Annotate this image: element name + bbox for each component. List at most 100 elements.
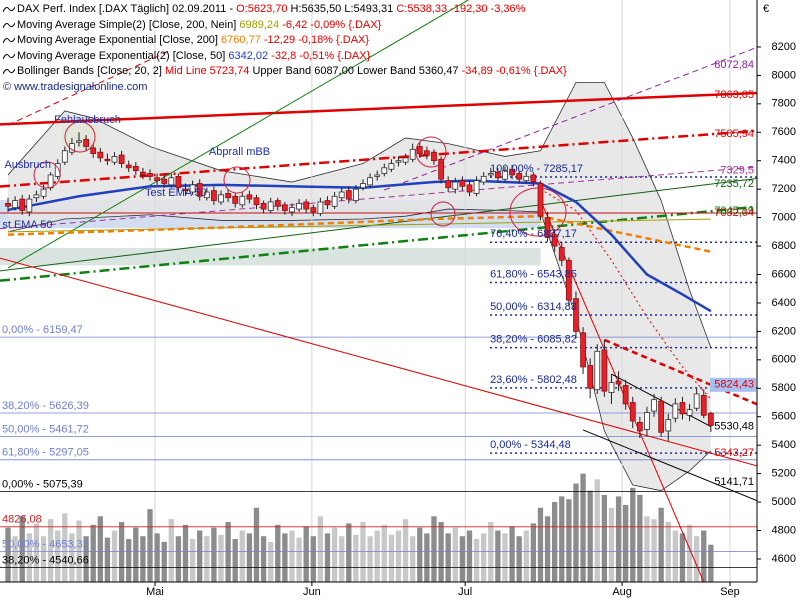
annotation: Fehlausbruch bbox=[54, 114, 121, 126]
level-label: 38,20% - 5626,39 bbox=[2, 400, 89, 412]
volume-bar bbox=[559, 496, 565, 582]
volume-bar bbox=[473, 539, 480, 582]
fib-label: 0,00% - 5344,48 bbox=[490, 439, 571, 451]
trendline bbox=[0, 129, 757, 188]
volume-bar bbox=[104, 537, 111, 582]
candle-body bbox=[5, 202, 11, 207]
volume-bar bbox=[623, 504, 629, 582]
candle-body bbox=[267, 201, 274, 211]
volume-bar bbox=[615, 496, 622, 582]
watermark: © www.tradesignalonline.com bbox=[3, 80, 148, 93]
volume-bar bbox=[693, 536, 700, 582]
candle-body bbox=[700, 394, 707, 416]
legend: DAX Perf. Index [.DAX Täglich] 02.09.201… bbox=[3, 2, 567, 95]
candle-body bbox=[431, 151, 437, 162]
candle-body bbox=[459, 180, 466, 187]
volume-bar bbox=[303, 526, 309, 582]
volume-bar bbox=[566, 499, 572, 582]
legend-text: O:5623,70 bbox=[236, 3, 288, 15]
legend-text: DAX Perf. Index [.DAX Täglich] 02.09.201… bbox=[17, 3, 237, 15]
annotation: Test EMA 50 bbox=[145, 187, 207, 199]
volume-bar bbox=[175, 536, 182, 582]
fib-label: 38,20% - 6085,82 bbox=[490, 334, 577, 346]
candle-body bbox=[423, 150, 430, 156]
candle-body bbox=[502, 170, 508, 180]
volume-bar bbox=[445, 533, 451, 582]
volume-bar bbox=[346, 523, 352, 582]
candle-body bbox=[665, 419, 672, 432]
candle-body bbox=[47, 174, 54, 189]
candle-body bbox=[12, 200, 19, 209]
overlay: 0,00% - 6159,47 38,20% - 5626,39 50,00% - … bbox=[2, 59, 756, 566]
volume-bar bbox=[47, 519, 54, 582]
volume-bar bbox=[69, 533, 75, 582]
volume-bar bbox=[310, 536, 316, 582]
volume-bar bbox=[232, 539, 238, 582]
candle-body bbox=[445, 180, 452, 189]
volume-bar bbox=[126, 539, 132, 582]
candle-body bbox=[353, 188, 359, 201]
zone bbox=[0, 248, 541, 266]
candle-body bbox=[161, 178, 168, 184]
volume-bar bbox=[658, 507, 664, 582]
y-tick-label: 5200 bbox=[772, 468, 796, 480]
candle-body bbox=[168, 177, 175, 186]
legend-entry: Moving Average Exponential [Close, 200] … bbox=[3, 33, 567, 49]
volume-bar bbox=[431, 516, 437, 582]
candle-body bbox=[629, 402, 636, 422]
candle-body bbox=[509, 168, 515, 176]
volume-bar bbox=[395, 530, 402, 582]
candle-body bbox=[644, 412, 650, 430]
volume-bar bbox=[268, 541, 274, 582]
legend-text: 6760,77 bbox=[221, 34, 261, 46]
volume-bar bbox=[33, 523, 40, 582]
volume-bar bbox=[197, 530, 203, 582]
candle-body bbox=[54, 163, 61, 177]
candle-body bbox=[487, 173, 494, 176]
volume-bar bbox=[353, 534, 359, 582]
candle-body bbox=[551, 234, 558, 247]
volume-bar bbox=[637, 494, 643, 582]
x-tick-label: Sep bbox=[720, 586, 740, 598]
y-tick-label: 5800 bbox=[772, 382, 796, 394]
volume-bar bbox=[367, 536, 373, 582]
volume-bar bbox=[523, 530, 529, 582]
trendline bbox=[0, 257, 757, 467]
volume-bar bbox=[388, 534, 395, 582]
volume-bar bbox=[239, 530, 245, 582]
volume-bar bbox=[182, 524, 189, 582]
legend-text: -6,42 -0,09% {.DAX} bbox=[279, 18, 382, 31]
candle-body bbox=[296, 202, 302, 210]
volume-bar bbox=[218, 534, 224, 582]
legend-icon bbox=[3, 69, 15, 75]
candle-body bbox=[317, 201, 324, 214]
volume-bar bbox=[118, 521, 125, 582]
candle-body bbox=[246, 194, 253, 200]
axes: € Mai Jun Jul Aug Sep 4600 4800 5000 5200 5400 560… bbox=[146, 3, 796, 598]
volume-bar bbox=[12, 536, 18, 582]
volume-bar bbox=[580, 473, 586, 582]
volume-bar bbox=[97, 516, 103, 582]
axis-panel bbox=[757, 0, 800, 600]
volume-bar bbox=[438, 521, 444, 582]
volume-bar bbox=[289, 530, 295, 582]
candle-body bbox=[679, 402, 686, 415]
trendline-label: 5530,48 bbox=[714, 421, 754, 433]
volume-bar bbox=[324, 533, 331, 582]
indicator-line bbox=[7, 214, 712, 253]
level-label: 50,00% - 5461,72 bbox=[2, 423, 89, 435]
legend-text: -12,29 -0,18% {.DAX} bbox=[260, 34, 370, 46]
y-tick-label: 5600 bbox=[772, 411, 796, 423]
indicator-line bbox=[7, 179, 712, 313]
volume-bar bbox=[189, 539, 196, 582]
volume-bar bbox=[466, 530, 473, 582]
candle-body bbox=[345, 190, 352, 200]
candle-body bbox=[409, 148, 416, 160]
volume-bar bbox=[5, 527, 11, 582]
legend-icon bbox=[3, 38, 15, 44]
candle-body bbox=[672, 403, 679, 419]
circle bbox=[64, 121, 96, 153]
legend-entry: Bollinger Bands [Close, 20, 2] Mid Line … bbox=[3, 64, 567, 80]
legend-text: Upper Band 6087,00 Lower Band 5360,47 bbox=[249, 65, 462, 77]
